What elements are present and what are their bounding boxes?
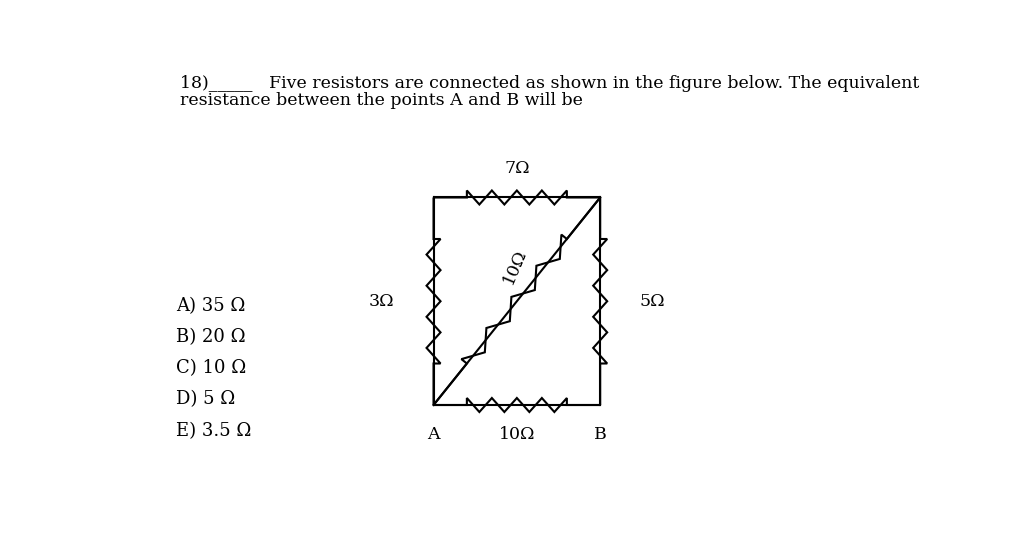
Text: B) 20 Ω: B) 20 Ω	[176, 328, 245, 346]
Text: 10Ω: 10Ω	[499, 426, 536, 443]
Text: 18)_____   Five resistors are connected as shown in the figure below. The equiva: 18)_____ Five resistors are connected as…	[179, 75, 919, 92]
Text: B: B	[594, 426, 606, 443]
Text: 5Ω: 5Ω	[640, 293, 666, 310]
Text: E) 3.5 Ω: E) 3.5 Ω	[176, 421, 251, 440]
Text: A) 35 Ω: A) 35 Ω	[176, 297, 245, 315]
Text: C) 10 Ω: C) 10 Ω	[176, 360, 246, 377]
Text: D) 5 Ω: D) 5 Ω	[176, 390, 234, 409]
Text: 3Ω: 3Ω	[369, 293, 394, 310]
Text: 10Ω: 10Ω	[500, 247, 529, 287]
Text: 7Ω: 7Ω	[504, 160, 529, 177]
Text: resistance between the points A and B will be: resistance between the points A and B wi…	[179, 92, 583, 109]
Text: A: A	[427, 426, 439, 443]
